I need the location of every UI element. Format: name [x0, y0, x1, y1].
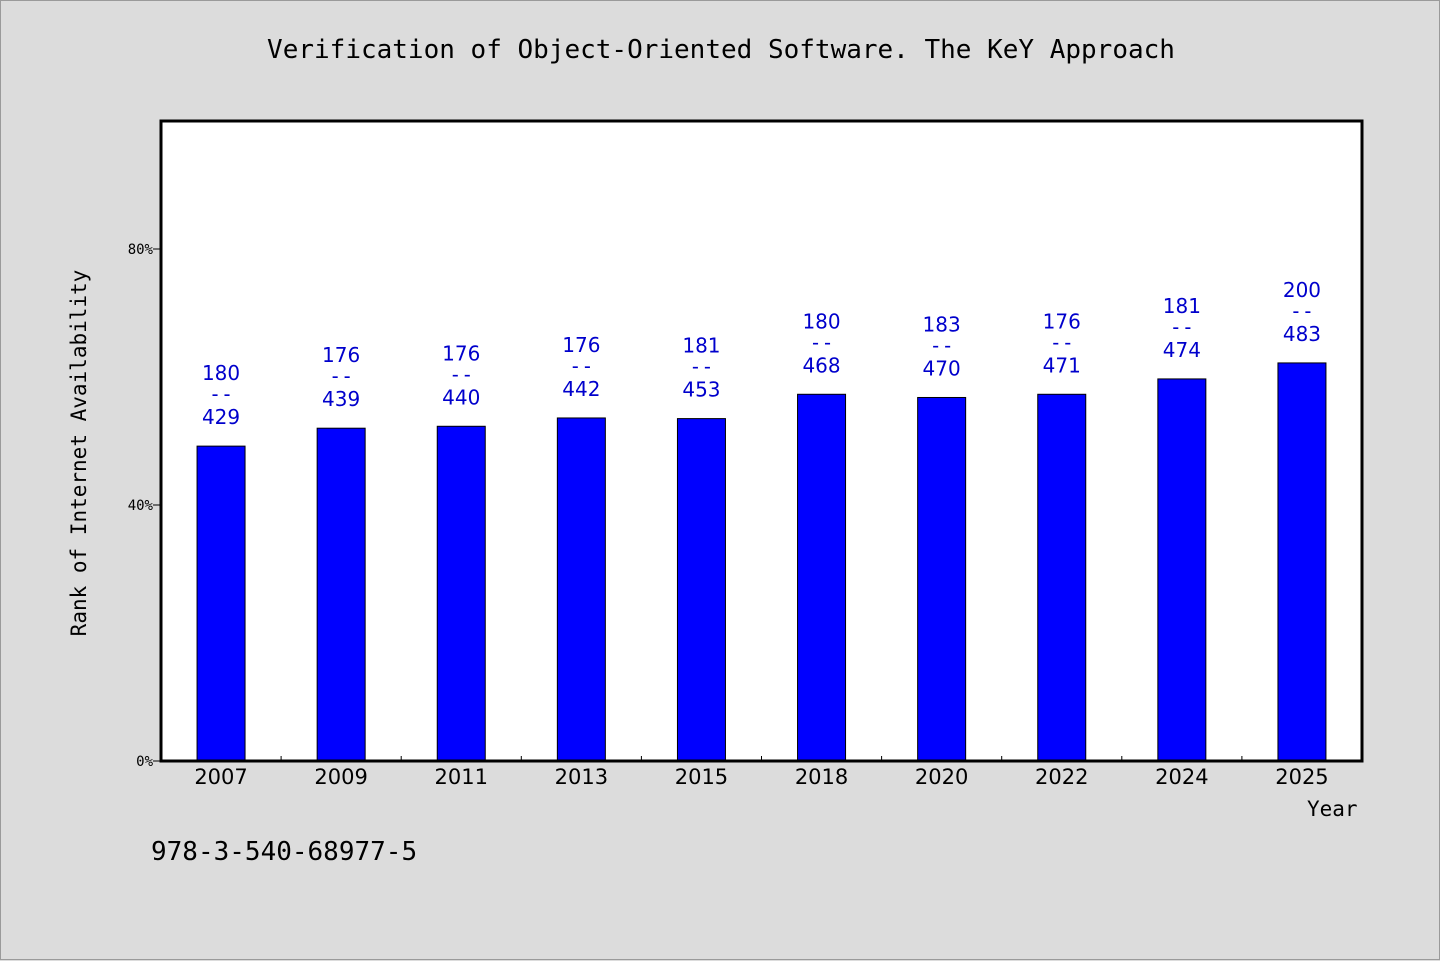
- plot-border: [159, 119, 1364, 763]
- data-label-top-2024: 181: [1163, 294, 1201, 318]
- data-label-sep-2022: --: [1050, 330, 1074, 354]
- data-label-sep-2007: --: [209, 382, 233, 406]
- data-label-top-2011: 176: [442, 341, 480, 365]
- x-tick-label-2007: 2007: [194, 765, 247, 789]
- data-label-sep-2013: --: [569, 354, 593, 378]
- chart-title: Verification of Object-Oriented Software…: [267, 35, 1175, 65]
- x-tick-label-2018: 2018: [795, 765, 848, 789]
- data-label-top-2015: 181: [682, 334, 720, 358]
- x-tick-label-2009: 2009: [314, 765, 367, 789]
- data-label-top-2020: 183: [923, 312, 961, 336]
- x-tick-label-2013: 2013: [555, 765, 608, 789]
- bar-2018: [797, 393, 847, 762]
- data-label-sep-2024: --: [1170, 315, 1194, 339]
- data-label-sep-2020: --: [930, 333, 954, 357]
- isbn-footnote: 978-3-540-68977-5: [151, 837, 418, 867]
- data-label-top-2025: 200: [1283, 278, 1321, 302]
- x-tick-label-2022: 2022: [1035, 765, 1088, 789]
- x-tick-label-2020: 2020: [915, 765, 968, 789]
- data-label-top-2018: 180: [802, 309, 840, 333]
- x-tick-label-2024: 2024: [1155, 765, 1208, 789]
- bar-2024: [1157, 378, 1207, 762]
- bar-2007: [196, 445, 246, 762]
- data-label-bottom-2018: 468: [802, 353, 840, 377]
- data-label-bottom-2022: 471: [1043, 353, 1081, 377]
- data-label-sep-2009: --: [329, 364, 353, 388]
- data-label-bottom-2007: 429: [202, 405, 240, 429]
- data-label-top-2009: 176: [322, 343, 360, 367]
- bar-2022: [1037, 393, 1087, 762]
- data-label-sep-2015: --: [689, 355, 713, 379]
- y-tick-label-80: 80%: [128, 242, 154, 258]
- data-label-top-2022: 176: [1043, 309, 1081, 333]
- data-label-sep-2018: --: [810, 330, 834, 354]
- x-tick-label-2011: 2011: [435, 765, 488, 789]
- data-label-bottom-2015: 453: [682, 378, 720, 402]
- y-tick-label-40: 40%: [128, 498, 154, 514]
- x-axis-label: Year: [1307, 797, 1358, 821]
- data-label-bottom-2020: 470: [923, 356, 961, 380]
- data-label-sep-2011: --: [449, 362, 473, 386]
- data-label-bottom-2013: 442: [562, 377, 600, 401]
- x-tick-label-2025: 2025: [1275, 765, 1328, 789]
- bar-2025: [1277, 362, 1327, 762]
- x-tick-label-2015: 2015: [675, 765, 728, 789]
- bar-2020: [917, 396, 967, 762]
- data-label-top-2007: 180: [202, 361, 240, 385]
- data-label-bottom-2011: 440: [442, 385, 480, 409]
- data-label-bottom-2024: 474: [1163, 338, 1201, 362]
- data-label-sep-2025: --: [1290, 299, 1314, 323]
- bar-2011: [436, 425, 486, 762]
- data-label-bottom-2025: 483: [1283, 322, 1321, 346]
- bar-2013: [556, 417, 606, 762]
- bar-2015: [676, 418, 726, 762]
- data-label-bottom-2009: 439: [322, 387, 360, 411]
- bar-2009: [316, 427, 366, 762]
- data-label-top-2013: 176: [562, 333, 600, 357]
- y-tick-label-0: 0%: [136, 754, 153, 770]
